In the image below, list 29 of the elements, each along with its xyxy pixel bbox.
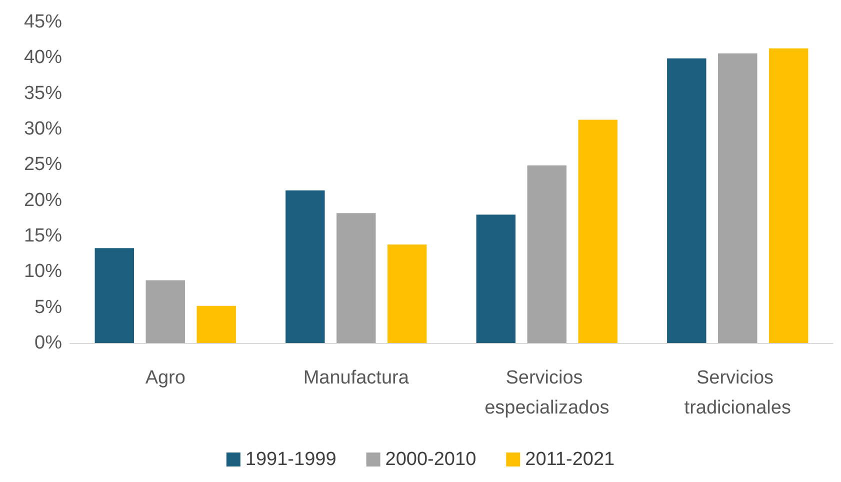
y-tick-label: 45% bbox=[24, 12, 62, 32]
y-tick-label: 5% bbox=[34, 296, 62, 318]
y-tick-label: 30% bbox=[24, 118, 62, 140]
legend-label: 2011-2021 bbox=[525, 449, 615, 470]
bar bbox=[94, 248, 134, 343]
y-tick-label: 15% bbox=[24, 226, 62, 246]
bar bbox=[768, 48, 808, 343]
bar bbox=[718, 53, 758, 343]
bar bbox=[196, 306, 236, 343]
bar bbox=[387, 244, 427, 343]
bar bbox=[527, 165, 566, 343]
x-tick-label: Manufactura bbox=[303, 368, 410, 388]
bar bbox=[146, 280, 185, 343]
y-tick-label: 25% bbox=[24, 154, 62, 176]
x-tick-label: Servicios especializados bbox=[484, 368, 610, 418]
legend-label: 2000-2010 bbox=[385, 449, 476, 470]
bar bbox=[578, 120, 618, 343]
y-tick-label: 10% bbox=[24, 261, 62, 282]
bar bbox=[336, 213, 376, 343]
x-tick-label: Servicios tradicionales bbox=[684, 368, 791, 418]
bar bbox=[286, 190, 325, 343]
bar bbox=[667, 58, 706, 343]
bar bbox=[476, 214, 516, 343]
y-tick-label: 20% bbox=[24, 190, 62, 211]
x-tick-label: Agro bbox=[145, 368, 186, 388]
y-tick-label: 40% bbox=[24, 47, 62, 68]
y-tick-label: 0% bbox=[34, 332, 62, 354]
legend-label: 1991-1999 bbox=[245, 449, 336, 470]
y-tick-label: 35% bbox=[24, 82, 62, 104]
